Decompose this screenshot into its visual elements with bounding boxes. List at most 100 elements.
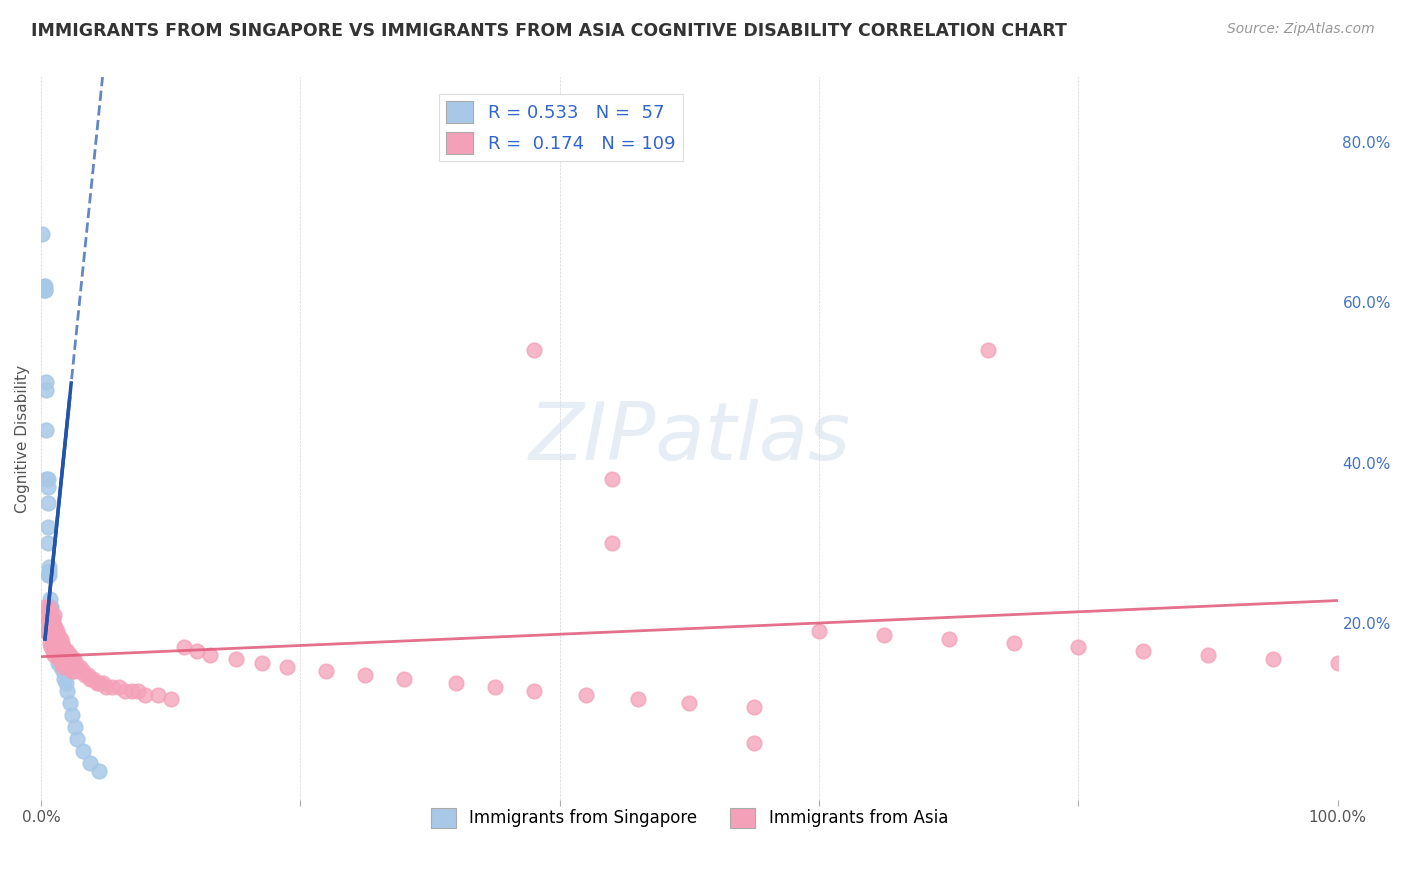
Point <box>56 684 79 698</box>
Point <box>41 628 63 642</box>
Text: Source: ZipAtlas.com: Source: ZipAtlas.com <box>1227 22 1375 37</box>
Point <box>31 227 53 241</box>
Point <box>46 636 69 650</box>
Point <box>52 640 75 654</box>
Point <box>354 668 377 682</box>
Point <box>39 615 62 630</box>
Point <box>67 664 90 678</box>
Point <box>108 680 131 694</box>
Point <box>938 632 960 646</box>
Point <box>146 688 169 702</box>
Point <box>38 599 60 614</box>
Point <box>41 624 63 638</box>
Point <box>808 624 831 638</box>
Point <box>48 652 70 666</box>
Point <box>114 684 136 698</box>
Point <box>38 559 60 574</box>
Point <box>39 599 62 614</box>
Point <box>59 696 82 710</box>
Point <box>41 612 63 626</box>
Point <box>1132 644 1154 658</box>
Point <box>42 624 65 638</box>
Point <box>39 615 62 630</box>
Point <box>44 628 66 642</box>
Point <box>48 632 70 646</box>
Point <box>53 656 76 670</box>
Point <box>79 672 101 686</box>
Point <box>42 648 65 662</box>
Point <box>34 283 56 297</box>
Point <box>35 376 58 390</box>
Point <box>82 672 104 686</box>
Point <box>49 652 72 666</box>
Point <box>38 567 60 582</box>
Point <box>523 343 546 358</box>
Point <box>976 343 998 358</box>
Point <box>250 656 273 670</box>
Point <box>49 652 72 666</box>
Point <box>44 644 66 658</box>
Point <box>42 636 65 650</box>
Point <box>626 692 648 706</box>
Point <box>60 664 83 678</box>
Point <box>41 599 63 614</box>
Point <box>51 660 73 674</box>
Point <box>49 640 72 654</box>
Point <box>66 660 89 674</box>
Point <box>42 615 65 630</box>
Point <box>159 692 181 706</box>
Point <box>225 652 247 666</box>
Point <box>62 664 84 678</box>
Point <box>38 607 60 622</box>
Point <box>58 648 80 662</box>
Point <box>94 680 117 694</box>
Point <box>101 680 124 694</box>
Point <box>35 615 58 630</box>
Point <box>46 656 69 670</box>
Point <box>37 567 59 582</box>
Point <box>42 607 65 622</box>
Point <box>46 628 69 642</box>
Point <box>48 652 70 666</box>
Text: ZIPatlas: ZIPatlas <box>529 400 851 477</box>
Point <box>173 640 195 654</box>
Point <box>63 720 86 734</box>
Point <box>53 644 76 658</box>
Point <box>52 648 75 662</box>
Point <box>37 496 59 510</box>
Point <box>37 604 59 618</box>
Text: IMMIGRANTS FROM SINGAPORE VS IMMIGRANTS FROM ASIA COGNITIVE DISABILITY CORRELATI: IMMIGRANTS FROM SINGAPORE VS IMMIGRANTS … <box>31 22 1067 40</box>
Point <box>1326 656 1348 670</box>
Point <box>45 624 67 638</box>
Point <box>42 640 65 654</box>
Point <box>32 279 55 293</box>
Point <box>55 644 77 658</box>
Point <box>37 536 59 550</box>
Point <box>1067 640 1090 654</box>
Point <box>66 732 89 747</box>
Point <box>42 636 65 650</box>
Legend: Immigrants from Singapore, Immigrants from Asia: Immigrants from Singapore, Immigrants fr… <box>425 801 955 835</box>
Point <box>134 688 156 702</box>
Point <box>65 660 87 674</box>
Point <box>60 708 83 723</box>
Point <box>89 764 111 779</box>
Point <box>37 520 59 534</box>
Point <box>42 628 65 642</box>
Point <box>51 656 73 670</box>
Point <box>59 660 82 674</box>
Point <box>46 648 69 662</box>
Point <box>56 644 79 658</box>
Point <box>186 644 208 658</box>
Point <box>53 672 76 686</box>
Point <box>198 648 221 662</box>
Point <box>39 591 62 606</box>
Point <box>523 684 546 698</box>
Point <box>121 684 143 698</box>
Point <box>742 736 765 750</box>
Point <box>678 696 700 710</box>
Point <box>41 628 63 642</box>
Point <box>52 660 75 674</box>
Point <box>48 640 70 654</box>
Point <box>72 664 94 678</box>
